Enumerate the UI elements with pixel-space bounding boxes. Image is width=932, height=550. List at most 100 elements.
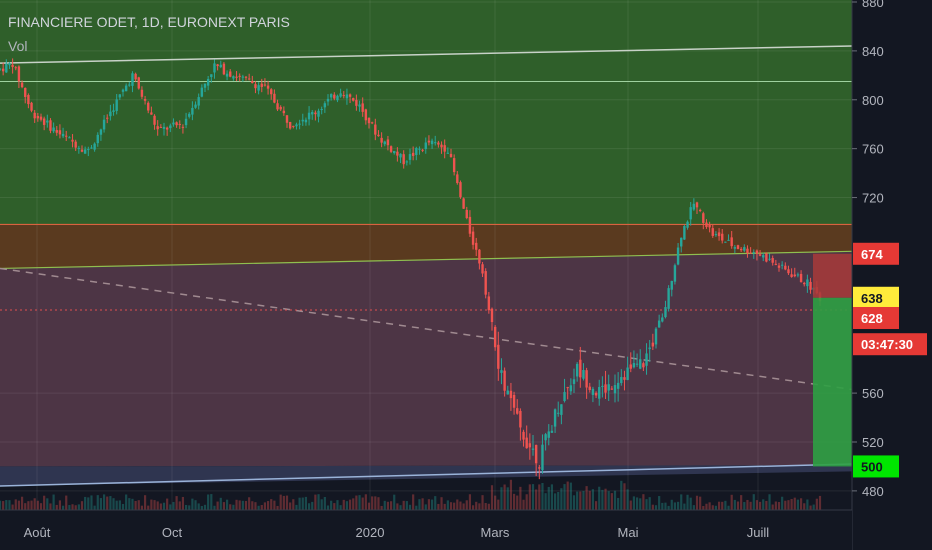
volume-bar [238,500,241,510]
volume-bar [658,496,661,510]
candle-body [620,377,623,384]
candle-body [512,394,516,408]
volume-bar [721,501,724,510]
candle-body [787,269,790,274]
candle-body [194,104,197,108]
volume-bar [667,505,670,510]
candle-body [566,387,569,389]
candle-body [241,76,245,78]
candle-body [471,231,475,245]
candle-body [809,281,812,290]
candle-body [430,140,434,145]
candle-body [169,125,172,129]
candle-body [626,367,629,381]
volume-bar [412,494,415,510]
candle-body [55,130,58,133]
volume-bar [434,496,437,510]
volume-bar [717,501,721,510]
candle-body [285,115,289,123]
volume-bar [576,491,579,510]
candle-body [762,255,765,258]
volume-bar [14,499,17,510]
candle-body [648,347,651,350]
candle-body [188,113,191,117]
volume-bar [371,496,374,510]
candle-body [140,89,144,97]
volume-bar [336,500,339,510]
volume-bar [579,491,582,510]
volume-bar [232,504,235,510]
volume-bar [418,499,421,510]
candle-body [93,143,96,150]
volume-bar [815,498,818,510]
volume-bar [509,479,513,510]
volume-bar [777,502,781,510]
volume-bar [128,498,131,510]
candle-body [292,125,295,127]
volume-bar [415,505,418,510]
volume-bar [188,505,191,510]
candle-body [449,153,453,158]
volume-bar [774,501,777,510]
candle-body [377,134,380,137]
candle-body [768,258,771,260]
candle-body [629,364,632,369]
volume-bar [156,501,159,510]
volume-bar [746,499,749,510]
volume-bar [629,500,632,510]
volume-bar [137,500,140,510]
volume-bar [809,505,812,510]
volume-bar [87,497,90,510]
candle-body [181,126,185,128]
volume-bar [642,494,645,510]
candle-body [730,237,733,247]
price-tick-label: 520 [862,435,884,450]
volume-bar [383,500,386,510]
volume-bar [743,502,746,510]
price-tick-label: 760 [862,142,884,157]
volume-bar [506,487,509,510]
candle-body [702,213,705,223]
volume-bar [207,494,210,510]
candle-body [727,239,730,241]
volume-bar [424,504,427,510]
candle-body [550,430,554,433]
volume-indicator-label[interactable]: Vol [8,38,28,54]
candle-body [705,222,708,228]
candle-body [522,431,525,440]
volume-bar [377,497,380,510]
candle-body [36,115,40,119]
volume-bar [225,499,229,510]
volume-bar [222,502,226,510]
candle-body [717,232,721,237]
volume-bar [503,484,506,510]
candle-body [686,221,689,228]
candle-body [251,81,254,84]
candle-body [336,95,339,101]
volume-bar [601,489,604,510]
candle-body [266,85,270,89]
candle-body [651,342,655,347]
symbol-title[interactable]: FINANCIERE ODET, 1D, EURONEXT PARIS [8,14,290,30]
candle-body [427,140,431,143]
volume-bar [304,496,308,510]
volume-bar [440,497,443,510]
volume-bar [352,498,355,510]
volume-bar [528,484,531,510]
candle-body [806,279,809,287]
volume-bar [784,500,787,510]
candle-body [538,467,541,469]
volume-bar [727,505,730,510]
candle-body [465,209,468,219]
candle-body [755,250,759,254]
volume-bar [635,497,639,510]
candle-body [544,434,547,441]
candle-body [598,387,601,399]
candle-body [500,370,503,373]
candle-body [279,106,282,110]
volume-bar [109,496,112,510]
volume-bar [213,505,216,510]
volume-bar [65,495,68,510]
